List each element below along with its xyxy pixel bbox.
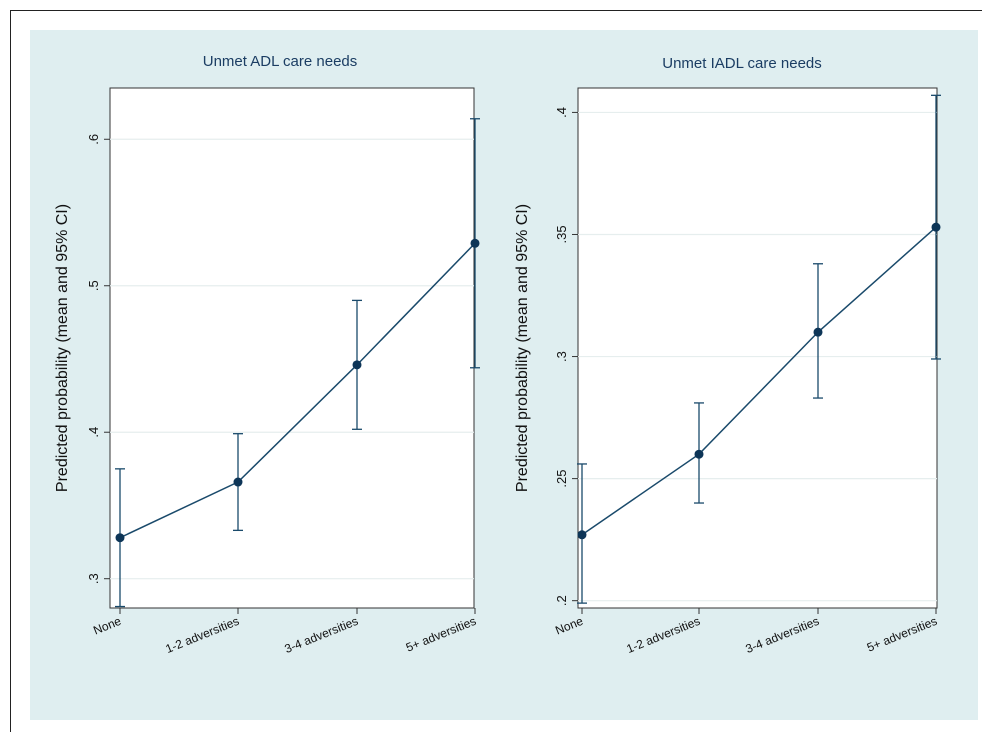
y-tick-label: .4 (554, 107, 569, 118)
data-point (577, 530, 587, 540)
x-tick-label: 1-2 adversities (625, 614, 703, 656)
data-point (115, 533, 125, 543)
series-line (581, 226, 937, 536)
y-axis-label-adl: Predicted probability (mean and 95% CI) (54, 204, 71, 492)
x-tick-label: 1-2 adversities (164, 614, 242, 656)
data-point (931, 222, 941, 232)
chart-title-iadl: Unmet IADL care needs (662, 55, 822, 72)
plot-area-iadl (577, 87, 938, 609)
x-tick-label: 3-4 adversities (283, 614, 361, 656)
y-tick-label: .35 (554, 225, 569, 243)
x-tick-label: None (553, 614, 585, 638)
y-tick-label: .3 (554, 351, 569, 362)
y-tick-label: .5 (86, 280, 101, 291)
y-tick-label: .25 (554, 470, 569, 488)
data-point (694, 449, 704, 459)
y-tick-label: .2 (554, 595, 569, 606)
series-line (119, 242, 476, 539)
panel-adl: Unmet ADL care needs Predicted probabili… (54, 53, 480, 656)
x-tick-label: None (91, 614, 123, 638)
data-point (470, 238, 480, 248)
data-point (233, 477, 243, 487)
figure-frame (10, 10, 982, 732)
panel-iadl: Unmet IADL care needs Predicted probabil… (514, 55, 941, 656)
data-point (813, 327, 823, 337)
y-tick-label: .3 (86, 573, 101, 584)
x-tick-label: 5+ adversities (865, 614, 939, 655)
y-axis-label-iadl: Predicted probability (mean and 95% CI) (514, 204, 531, 492)
x-tick-label: 3-4 adversities (744, 614, 822, 656)
y-tick-label: .4 (86, 427, 101, 438)
x-tick-label: 5+ adversities (404, 614, 478, 655)
plot-area-adl (109, 87, 475, 609)
y-tick-label: .6 (86, 134, 101, 145)
data-point (352, 360, 362, 370)
chart-title-adl: Unmet ADL care needs (203, 53, 358, 70)
